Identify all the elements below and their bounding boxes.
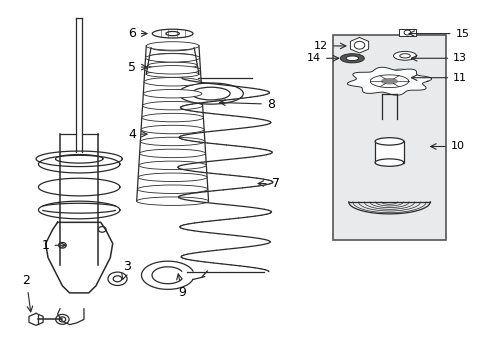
- Ellipse shape: [144, 77, 201, 86]
- Circle shape: [98, 226, 106, 232]
- Ellipse shape: [142, 102, 202, 110]
- Circle shape: [353, 41, 364, 49]
- Text: 3: 3: [122, 260, 131, 279]
- Ellipse shape: [340, 54, 364, 63]
- Ellipse shape: [141, 125, 203, 134]
- Circle shape: [59, 317, 65, 322]
- Ellipse shape: [146, 71, 199, 77]
- Bar: [332, 35, 445, 240]
- Ellipse shape: [140, 149, 205, 158]
- Polygon shape: [346, 67, 431, 95]
- Text: 10: 10: [430, 141, 464, 152]
- Ellipse shape: [147, 62, 197, 68]
- Text: 1: 1: [41, 239, 65, 252]
- Ellipse shape: [178, 83, 243, 104]
- Ellipse shape: [140, 137, 204, 146]
- Ellipse shape: [108, 272, 127, 285]
- Ellipse shape: [392, 72, 407, 77]
- Ellipse shape: [384, 69, 415, 81]
- Text: 7: 7: [258, 177, 279, 190]
- Bar: [374, 141, 403, 163]
- Polygon shape: [350, 37, 368, 53]
- Text: 5: 5: [128, 60, 147, 73]
- Ellipse shape: [191, 87, 230, 100]
- Ellipse shape: [374, 159, 403, 166]
- Ellipse shape: [146, 42, 199, 50]
- Ellipse shape: [393, 51, 416, 60]
- Text: 14: 14: [306, 53, 338, 63]
- Ellipse shape: [138, 173, 206, 181]
- Ellipse shape: [144, 66, 200, 74]
- Ellipse shape: [139, 161, 206, 170]
- Ellipse shape: [143, 90, 202, 98]
- Text: 4: 4: [128, 128, 147, 141]
- Circle shape: [59, 242, 66, 248]
- Circle shape: [403, 30, 410, 35]
- Text: 6: 6: [128, 27, 147, 40]
- Ellipse shape: [346, 56, 358, 60]
- Bar: [398, 29, 415, 36]
- Text: 15: 15: [408, 28, 468, 39]
- Ellipse shape: [374, 138, 403, 145]
- Ellipse shape: [137, 185, 207, 193]
- Ellipse shape: [136, 197, 208, 206]
- Ellipse shape: [399, 54, 409, 58]
- Text: 11: 11: [410, 73, 466, 83]
- Ellipse shape: [145, 54, 199, 62]
- Ellipse shape: [149, 53, 195, 60]
- Ellipse shape: [152, 29, 193, 38]
- Text: 9: 9: [176, 274, 186, 300]
- Polygon shape: [381, 79, 396, 84]
- Ellipse shape: [142, 113, 203, 122]
- Ellipse shape: [151, 45, 194, 51]
- Circle shape: [56, 314, 69, 324]
- Text: 2: 2: [22, 274, 33, 312]
- Ellipse shape: [113, 276, 122, 282]
- Text: 8: 8: [219, 98, 274, 111]
- Text: 13: 13: [410, 53, 466, 63]
- Text: 12: 12: [313, 41, 345, 51]
- Ellipse shape: [165, 31, 179, 36]
